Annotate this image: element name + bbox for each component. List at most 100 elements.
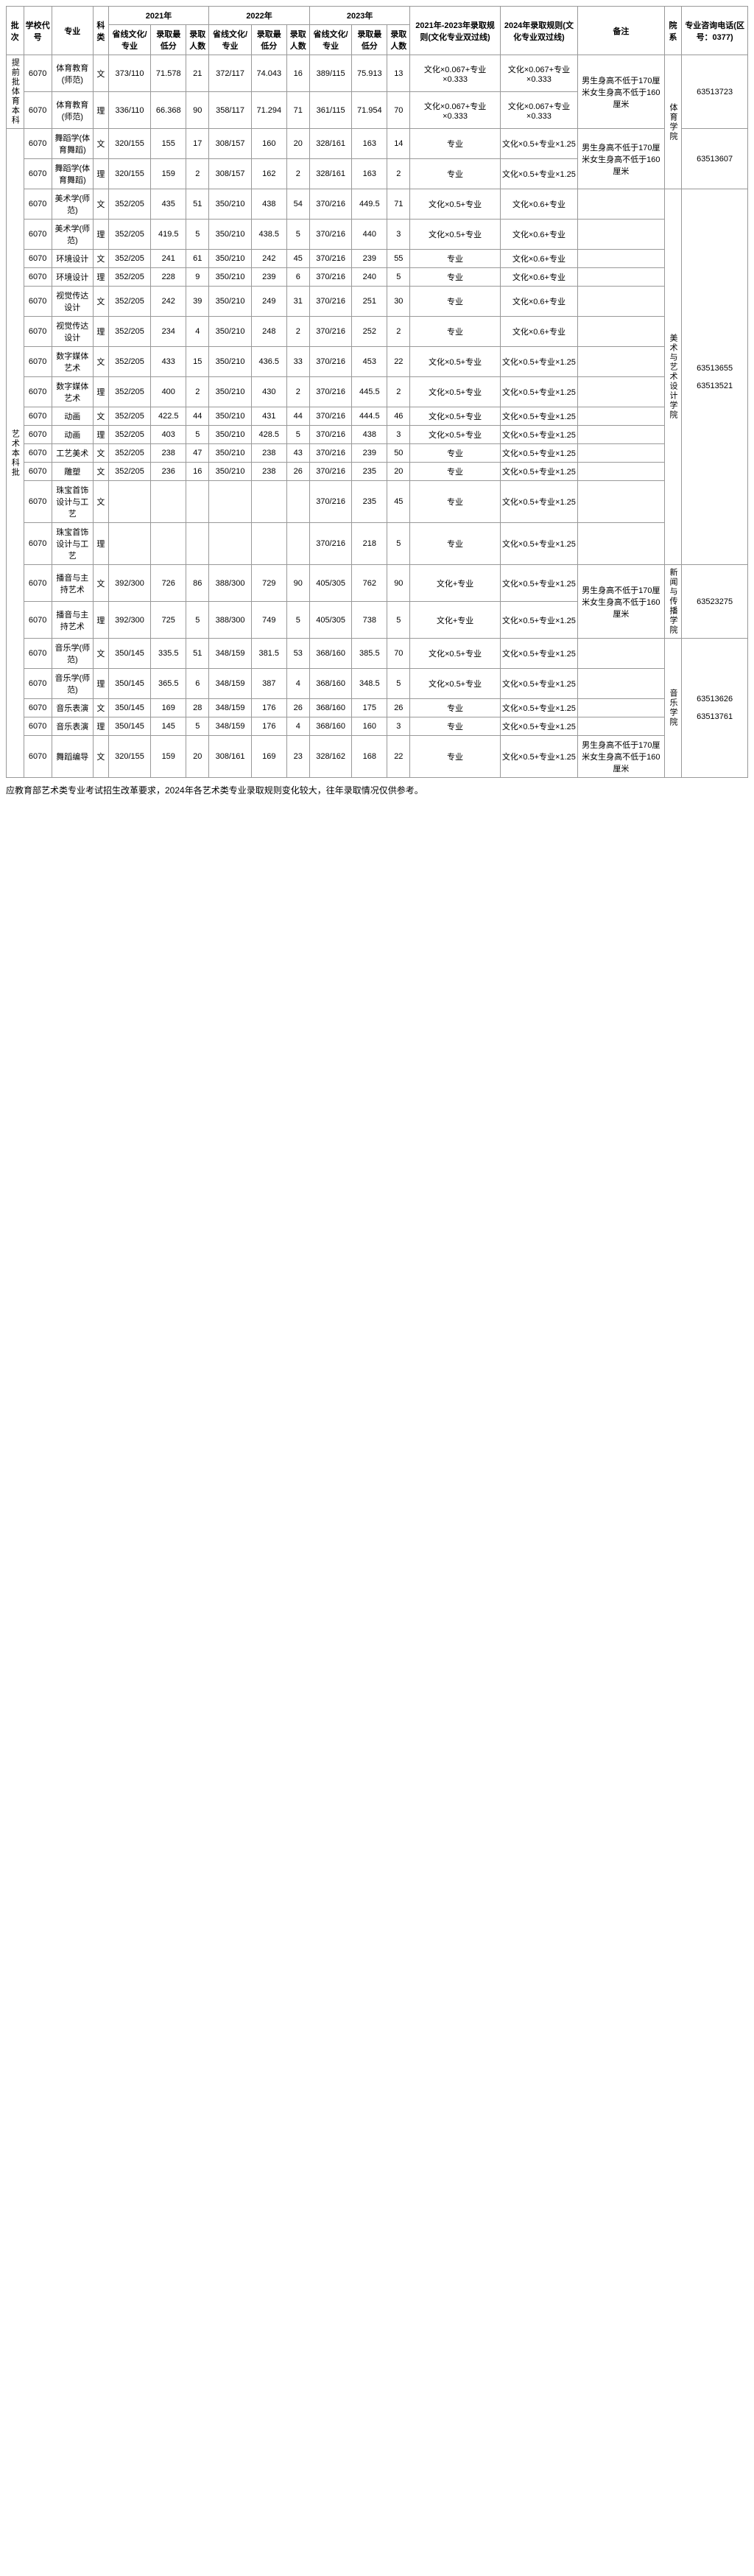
data-cell: 74.043	[251, 55, 286, 92]
major-cell: 美术学(师范)	[52, 220, 93, 250]
data-cell: 专业	[410, 736, 500, 778]
remark-cell	[578, 189, 665, 220]
data-cell: 428.5	[251, 426, 286, 444]
data-cell: 2	[286, 377, 309, 407]
data-cell: 422.5	[151, 407, 186, 426]
data-cell: 43	[286, 444, 309, 463]
data-cell: 350/210	[209, 444, 252, 463]
data-cell: 169	[251, 736, 286, 778]
data-cell: 71	[286, 92, 309, 129]
phone-cell: 63513607	[682, 129, 748, 189]
major-cell: 音乐表演	[52, 699, 93, 717]
h-subject: 科类	[93, 7, 108, 55]
data-cell: 400	[151, 377, 186, 407]
major-cell: 美术学(师范)	[52, 189, 93, 220]
data-cell: 240	[352, 268, 387, 287]
admission-table: 批次 学校代号 专业 科类 2021年 2022年 2023年 2021年-20…	[6, 6, 748, 778]
major-cell: 舞蹈编导	[52, 736, 93, 778]
table-row: 6070数字媒体艺术文352/20543315350/210436.533370…	[7, 347, 748, 377]
data-cell: 专业	[410, 317, 500, 347]
data-cell: 2	[286, 317, 309, 347]
data-cell: 252	[352, 317, 387, 347]
major-cell: 播音与主持艺术	[52, 602, 93, 639]
subj-cell: 理	[93, 426, 108, 444]
phone-cell: 63523275	[682, 565, 748, 639]
remark-cell	[578, 426, 665, 444]
data-cell: 45	[387, 481, 410, 523]
data-cell: 218	[352, 523, 387, 565]
data-cell: 160	[251, 129, 286, 159]
remark-cell	[578, 347, 665, 377]
h-ct22: 录取人数	[286, 25, 309, 55]
data-cell: 5	[387, 669, 410, 699]
data-cell: 66.368	[151, 92, 186, 129]
code-cell: 6070	[24, 426, 52, 444]
code-cell: 6070	[24, 347, 52, 377]
data-cell: 370/216	[309, 407, 352, 426]
data-cell: 236	[151, 463, 186, 481]
data-cell: 31	[286, 287, 309, 317]
table-row: 6070视觉传达设计文352/20524239350/21024931370/2…	[7, 287, 748, 317]
data-cell: 248	[251, 317, 286, 347]
data-cell: 320/155	[108, 159, 151, 189]
data-cell	[151, 481, 186, 523]
subj-cell: 文	[93, 250, 108, 268]
h-code: 学校代号	[24, 7, 52, 55]
data-cell: 文化×0.067+专业×0.333	[410, 92, 500, 129]
remark-cell: 男生身高不低于170厘米女生身高不低于160厘米	[578, 129, 665, 189]
remark-cell	[578, 220, 665, 250]
data-cell: 51	[186, 189, 209, 220]
data-cell: 444.5	[352, 407, 387, 426]
data-cell: 20	[387, 463, 410, 481]
data-cell: 文化×0.5+专业×1.25	[500, 347, 577, 377]
major-cell: 环境设计	[52, 250, 93, 268]
data-cell: 370/216	[309, 481, 352, 523]
major-cell: 环境设计	[52, 268, 93, 287]
data-cell: 352/205	[108, 377, 151, 407]
data-cell	[286, 481, 309, 523]
data-cell: 350/145	[108, 717, 151, 736]
h-2023: 2023年	[309, 7, 410, 25]
h-phone: 专业咨询电话(区号：0377)	[682, 7, 748, 55]
data-cell: 文化×0.6+专业	[500, 268, 577, 287]
table-row: 6070雕塑文352/20523616350/21023826370/21623…	[7, 463, 748, 481]
data-cell: 350/210	[209, 317, 252, 347]
data-cell: 348/159	[209, 639, 252, 669]
code-cell: 6070	[24, 268, 52, 287]
data-cell: 251	[352, 287, 387, 317]
data-cell: 文化+专业	[410, 602, 500, 639]
subj-cell: 理	[93, 92, 108, 129]
subj-cell: 理	[93, 669, 108, 699]
data-cell: 55	[387, 250, 410, 268]
data-cell: 431	[251, 407, 286, 426]
data-cell: 159	[151, 159, 186, 189]
data-cell: 370/216	[309, 377, 352, 407]
data-cell: 445.5	[352, 377, 387, 407]
data-cell: 5	[387, 602, 410, 639]
data-cell: 350/210	[209, 407, 252, 426]
data-cell: 163	[352, 129, 387, 159]
major-cell: 播音与主持艺术	[52, 565, 93, 602]
data-cell: 20	[286, 129, 309, 159]
data-cell: 169	[151, 699, 186, 717]
major-cell: 珠宝首饰设计与工艺	[52, 523, 93, 565]
table-row: 6070舞蹈编导文320/15515920308/16116923328/162…	[7, 736, 748, 778]
data-cell: 2	[186, 159, 209, 189]
data-cell: 6	[186, 669, 209, 699]
data-cell: 235	[352, 463, 387, 481]
data-cell: 370/216	[309, 426, 352, 444]
data-cell: 352/205	[108, 250, 151, 268]
data-cell: 13	[387, 55, 410, 92]
data-cell: 405/305	[309, 565, 352, 602]
data-cell	[186, 481, 209, 523]
data-cell: 专业	[410, 523, 500, 565]
data-cell: 358/117	[209, 92, 252, 129]
data-cell: 53	[286, 639, 309, 669]
data-cell: 文化×0.5+专业	[410, 377, 500, 407]
subj-cell: 文	[93, 287, 108, 317]
major-cell: 音乐表演	[52, 717, 93, 736]
data-cell: 专业	[410, 268, 500, 287]
major-cell: 舞蹈学(体育舞蹈)	[52, 159, 93, 189]
major-cell: 数字媒体艺术	[52, 377, 93, 407]
code-cell: 6070	[24, 317, 52, 347]
